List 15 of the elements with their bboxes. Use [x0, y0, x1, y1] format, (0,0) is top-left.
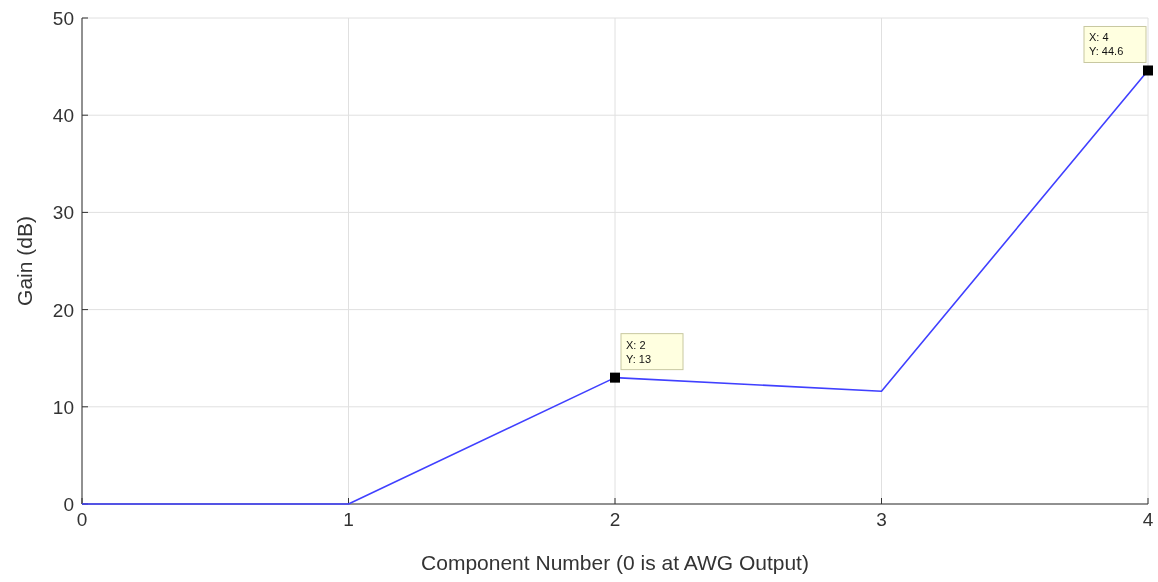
x-axis-title: Component Number (0 is at AWG Output)	[421, 551, 809, 574]
x-tick-label: 2	[609, 509, 621, 530]
annotation: X: 2 Y: 13	[626, 338, 652, 365]
y-tick-label: 10	[52, 396, 74, 418]
y-tick-label: 0	[63, 494, 74, 515]
y-tick-label: 20	[52, 299, 74, 321]
x-tick-label: 1	[343, 509, 354, 530]
annotation: X: 4 Y: 44.6	[1089, 31, 1124, 58]
x-tick-label: 4	[1142, 509, 1154, 530]
y-axis-title: Gain (dB)	[13, 216, 36, 306]
y-tick-label: 40	[52, 105, 74, 127]
y-tick-label: 50	[52, 8, 74, 29]
y-tick-label: 30	[52, 202, 74, 224]
x-tick-label: 0	[76, 509, 88, 530]
x-tick-label: 3	[876, 509, 887, 530]
